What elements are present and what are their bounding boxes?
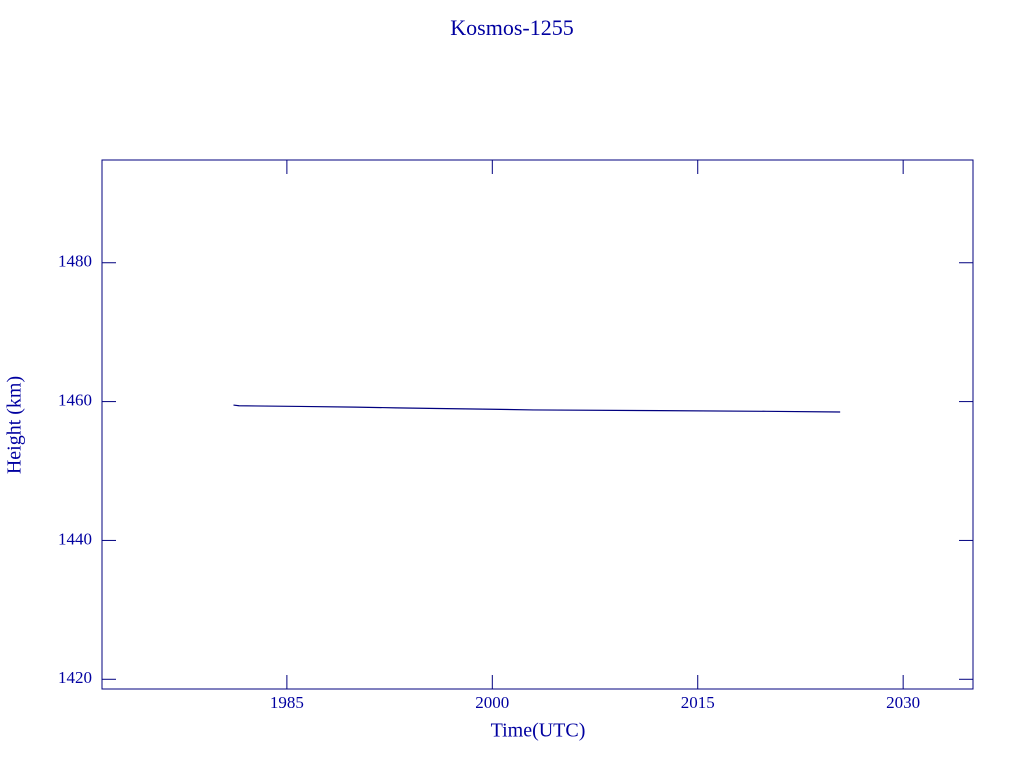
x-axis-label: Time(UTC) xyxy=(491,720,586,742)
data-line xyxy=(233,404,841,413)
y-axis-label: Height (km) xyxy=(4,376,26,474)
x-tick-label: 2015 xyxy=(681,693,715,712)
y-tick-label: 1420 xyxy=(58,668,92,687)
chart-title: Kosmos-1255 xyxy=(450,15,573,40)
x-tick-label: 2000 xyxy=(475,693,509,712)
y-tick-label: 1460 xyxy=(58,390,92,409)
y-tick-label: 1480 xyxy=(58,252,92,271)
x-tick-label: 2030 xyxy=(886,693,920,712)
y-tick-label: 1440 xyxy=(58,529,92,548)
plot-frame xyxy=(101,159,974,690)
x-tick-label: 1985 xyxy=(270,693,304,712)
